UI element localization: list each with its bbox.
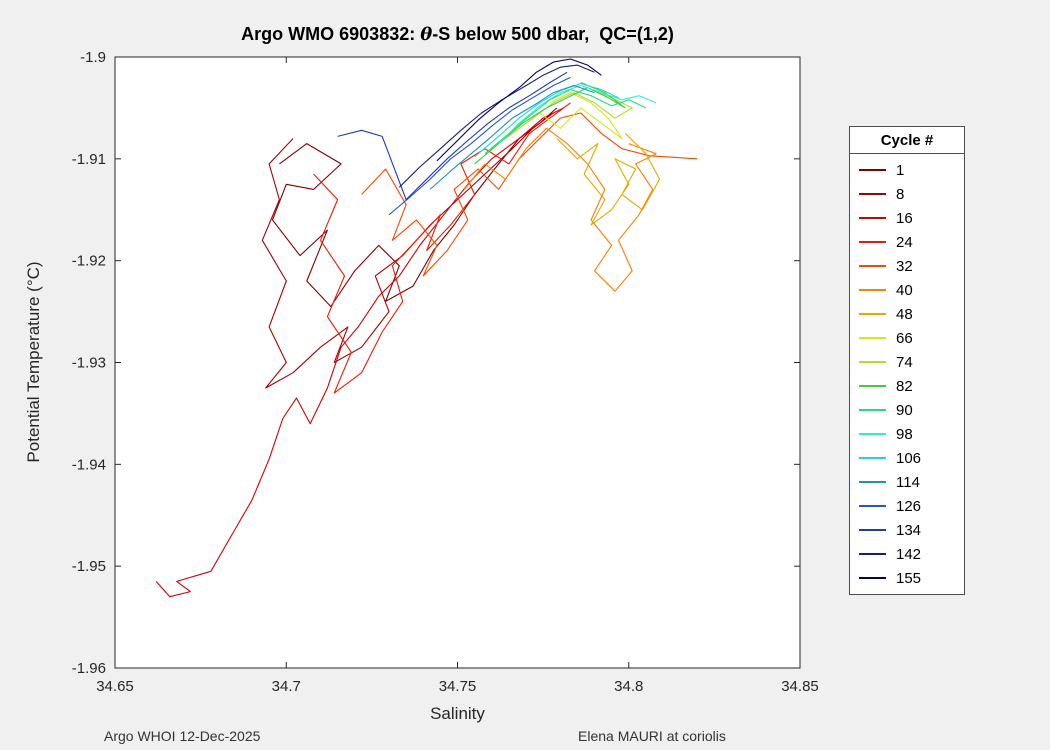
plot-title-suffix: -S below 500 dbar, QC=(1,2) (432, 24, 674, 44)
series-line-155 (436, 58, 602, 162)
legend-title: Cycle # (850, 127, 964, 154)
legend-line-swatch (859, 361, 886, 363)
legend-line-swatch (859, 337, 886, 339)
series-line-114 (429, 84, 595, 190)
y-axis-label: Potential Temperature (°C) (24, 261, 43, 463)
legend-entry-label: 114 (896, 473, 920, 491)
footer-source-text: Argo WHOI 12-Dec-2025 (104, 728, 261, 744)
legend-entry-label: 16 (896, 209, 913, 227)
legend-line-swatch (859, 553, 886, 555)
legend-entry-label: 48 (896, 305, 913, 323)
legend-entry-142: 142 (850, 542, 964, 566)
x-tick-label: 34.75 (439, 678, 477, 695)
legend-entry-label: 155 (896, 569, 922, 587)
legend-line-swatch (859, 385, 886, 387)
legend-entry-114: 114 (850, 470, 964, 494)
legend-entry-40: 40 (850, 278, 964, 302)
legend-entry-106: 106 (850, 446, 964, 470)
legend-entry-label: 82 (896, 377, 913, 395)
legend-entry-90: 90 (850, 398, 964, 422)
legend-line-swatch (859, 577, 886, 579)
series-line-98 (498, 84, 657, 144)
legend-entry-8: 8 (850, 182, 964, 206)
series-line-82 (474, 81, 626, 165)
legend-entry-label: 98 (896, 425, 913, 443)
legend-line-swatch (859, 505, 886, 507)
footer-credit-text: Elena MAURI at coriolis (578, 728, 726, 744)
x-tick-label: 34.7 (272, 678, 301, 695)
series-line-126 (388, 76, 571, 216)
theta-symbol: θ (420, 24, 433, 45)
legend-line-swatch (859, 169, 886, 171)
legend-entry-16: 16 (850, 206, 964, 230)
legend-entry-98: 98 (850, 422, 964, 446)
legend-line-swatch (859, 193, 886, 195)
legend-line-swatch (859, 289, 886, 291)
series-lines (155, 58, 698, 598)
series-line-134 (337, 71, 568, 201)
series-line-24 (313, 102, 571, 394)
y-tick-label: -1.95 (72, 558, 106, 575)
legend-entry-label: 126 (896, 497, 922, 515)
series-line-1 (271, 107, 558, 308)
legend-entry-1: 1 (850, 158, 964, 182)
legend-entry-label: 40 (896, 281, 913, 299)
legend-entry-label: 90 (896, 401, 913, 419)
legend-entry-155: 155 (850, 566, 964, 590)
y-tick-label: -1.91 (72, 151, 106, 168)
legend-entry-48: 48 (850, 302, 964, 326)
legend-line-swatch (859, 265, 886, 267)
legend-entry-66: 66 (850, 326, 964, 350)
legend-entry-label: 8 (896, 185, 905, 203)
legend-line-swatch (859, 433, 886, 435)
series-line-40 (463, 127, 657, 292)
legend-entry-126: 126 (850, 494, 964, 518)
x-tick-label: 34.8 (614, 678, 643, 695)
plot-title-prefix: Argo WMO 6903832: (241, 24, 421, 44)
legend-entry-74: 74 (850, 350, 964, 374)
legend-line-swatch (859, 313, 886, 315)
x-axis-label: Salinity (430, 704, 485, 723)
legend-entry-label: 32 (896, 257, 913, 275)
y-tick-label: -1.93 (72, 355, 106, 372)
legend-box: Cycle # 1 8 16 24 32 40 48 66 74 82 90 98 106 114 126 1… (849, 126, 965, 595)
legend-entry-label: 134 (896, 521, 922, 539)
legend-line-swatch (859, 409, 886, 411)
legend-line-swatch (859, 481, 886, 483)
series-line-48 (556, 133, 661, 226)
y-tick-label: -1.92 (72, 253, 106, 270)
legend-entry-label: 106 (896, 449, 922, 467)
plot-title: Argo WMO 6903832: θ-S below 500 dbar, QC… (115, 24, 800, 45)
legend-entry-134: 134 (850, 518, 964, 542)
series-line-66 (518, 92, 623, 140)
series-line-32 (361, 112, 698, 277)
x-tick-label: 34.65 (96, 678, 134, 695)
legend-entry-label: 24 (896, 233, 913, 251)
legend-line-swatch (859, 529, 886, 531)
legend-entry-label: 142 (896, 545, 922, 563)
plot-area (115, 57, 800, 668)
x-tick-label: 34.85 (781, 678, 819, 695)
legend-entry-label: 66 (896, 329, 913, 347)
axis-ticks (114, 56, 801, 669)
legend-line-swatch (859, 217, 886, 219)
legend-line-swatch (859, 457, 886, 459)
legend-entries: 1 8 16 24 32 40 48 66 74 82 90 98 106 114 126 134 142 155 (850, 154, 964, 594)
legend-entry-32: 32 (850, 254, 964, 278)
y-tick-label: -1.96 (72, 660, 106, 677)
y-tick-label: -1.94 (72, 456, 106, 473)
legend-line-swatch (859, 241, 886, 243)
legend-entry-label: 1 (896, 161, 905, 179)
legend-entry-82: 82 (850, 374, 964, 398)
series-line-106 (474, 82, 619, 158)
legend-entry-24: 24 (850, 230, 964, 254)
legend-entry-label: 74 (896, 353, 913, 371)
y-tick-label: -1.9 (80, 49, 106, 66)
